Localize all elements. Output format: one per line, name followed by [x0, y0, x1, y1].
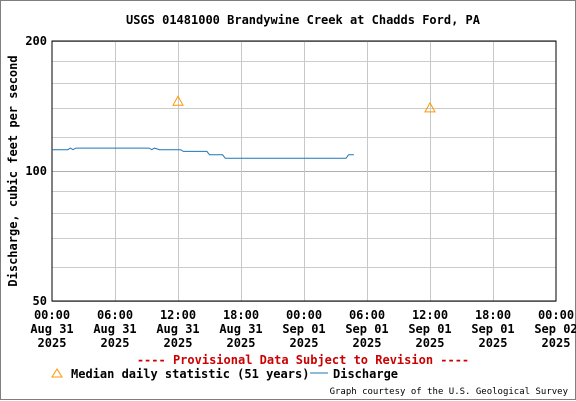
plot-area-border: [51, 40, 557, 302]
discharge-series-line: [52, 147, 354, 159]
x-tick-label: 00:00: [34, 308, 70, 322]
x-tick-label: 2025: [38, 336, 67, 350]
x-tick-label: Sep 01: [471, 322, 514, 336]
x-tick-label: Aug 31: [156, 322, 199, 336]
x-tick-label: 06:00: [349, 308, 385, 322]
chart-title: USGS 01481000 Brandywine Creek at Chadds…: [126, 13, 481, 27]
median-statistic-marker: [424, 101, 436, 113]
x-tick-label: 12:00: [160, 308, 196, 322]
x-tick-label: Sep 01: [282, 322, 325, 336]
x-tick-label: 2025: [290, 336, 319, 350]
x-tick-label: Sep 01: [345, 322, 388, 336]
x-tick-label: Sep 02: [534, 322, 576, 336]
x-tick-label: 2025: [542, 336, 571, 350]
x-tick-label: 2025: [101, 336, 130, 350]
median-statistic-marker: [172, 95, 184, 106]
x-tick-label: 06:00: [97, 308, 133, 322]
y-tick-labels: 200 100 50: [25, 34, 47, 308]
legend-discharge-label: Discharge: [333, 367, 398, 381]
x-tick-label: 18:00: [475, 308, 511, 322]
x-tick-label: Aug 31: [93, 322, 136, 336]
x-tick-label: 2025: [479, 336, 508, 350]
x-tick-label: Aug 31: [30, 322, 73, 336]
x-tick-label: Aug 31: [219, 322, 262, 336]
x-tick-label: 2025: [353, 336, 382, 350]
legend: Median daily statistic (51 years) Discha…: [51, 367, 398, 381]
x-tick-label: 12:00: [412, 308, 448, 322]
y-axis-label: Discharge, cubic feet per second: [6, 55, 20, 286]
grid-major: [52, 41, 556, 302]
x-tick-label: 00:00: [538, 308, 574, 322]
y-tick-label: 100: [25, 164, 47, 178]
x-tick-label: 00:00: [286, 308, 322, 322]
x-tick-label: 2025: [416, 336, 445, 350]
x-tick-label: Sep 01: [408, 322, 451, 336]
x-tick-label: 18:00: [223, 308, 259, 322]
x-tick-label: 2025: [164, 336, 193, 350]
y-tick-label: 200: [25, 34, 47, 48]
credit-text: Graph courtesy of the U.S. Geological Su…: [330, 387, 569, 397]
legend-median-label: Median daily statistic (51 years): [71, 367, 309, 381]
legend-triangle-icon: [51, 368, 63, 378]
x-tick-label: 2025: [227, 336, 256, 350]
provisional-notice: ---- Provisional Data Subject to Revisio…: [137, 353, 469, 367]
series-layer: [52, 95, 436, 159]
y-tick-label: 50: [33, 294, 47, 308]
